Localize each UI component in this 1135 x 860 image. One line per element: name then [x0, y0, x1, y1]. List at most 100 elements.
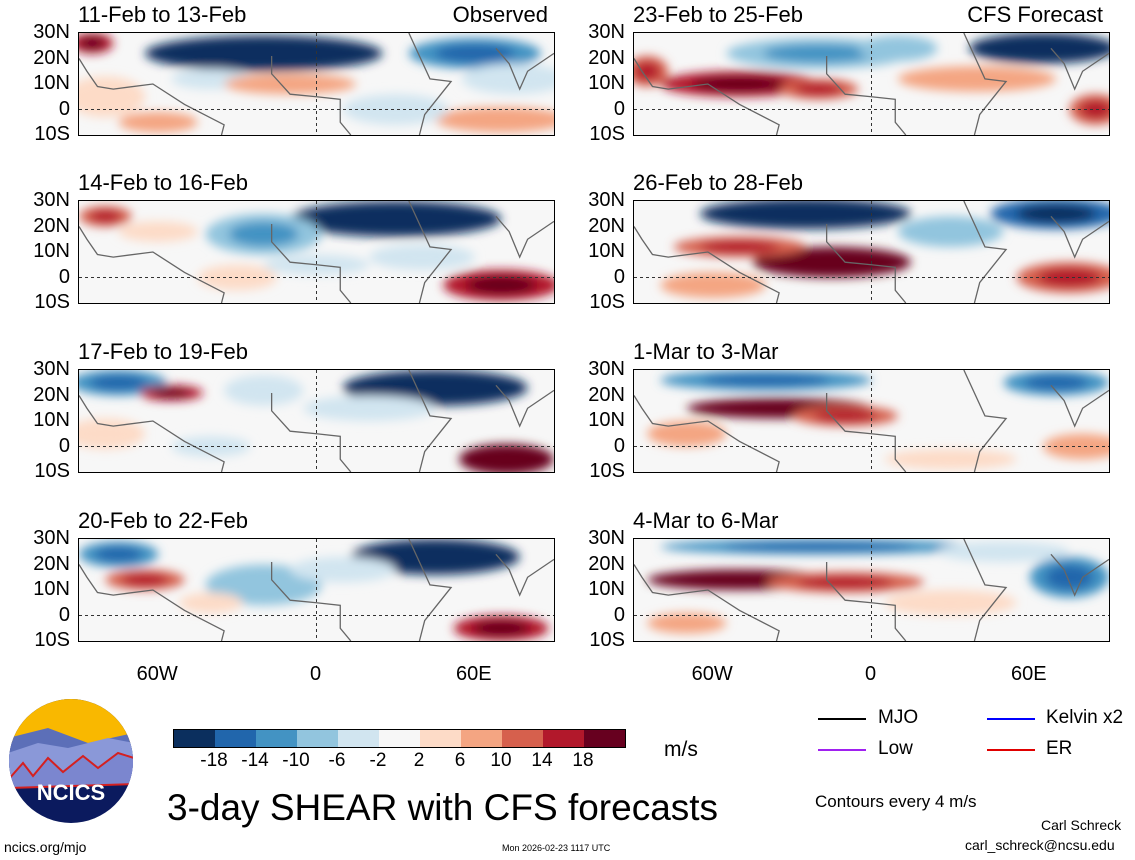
colorbar-tick: -14	[241, 750, 269, 771]
panel-title: 17-Feb to 19-Feb	[78, 339, 248, 364]
lat-label: 30N	[588, 527, 625, 549]
shear-anomaly-region	[699, 240, 780, 254]
lat-label: 10N	[33, 409, 70, 431]
coastline	[79, 539, 554, 641]
lon-label: 60E	[1011, 663, 1047, 685]
shear-anomaly-region	[303, 395, 436, 421]
colorbar-swatch	[461, 730, 502, 747]
shear-anomaly-region	[79, 37, 105, 50]
shear-anomaly-region	[1043, 433, 1109, 460]
lat-label: 0	[58, 603, 70, 626]
colorbar-tick: -6	[328, 750, 346, 771]
lat-label: 10N	[588, 409, 625, 431]
email: carl_schreck@ncsu.edu	[965, 837, 1115, 853]
shear-anomaly-region	[224, 375, 304, 406]
lat-label: 30N	[588, 21, 625, 43]
legend-low-line	[818, 749, 866, 751]
lat-label: 0	[613, 603, 625, 626]
colorbar-swatch	[256, 730, 297, 747]
legend-low: Low	[878, 738, 913, 759]
shear-anomaly-region	[228, 221, 299, 247]
colorbar-tick: 14	[531, 750, 553, 771]
shear-map-panel	[633, 369, 1110, 473]
shear-anomaly-region	[205, 564, 322, 606]
lat-label: 20N	[588, 552, 625, 575]
contour-note: Contours every 4 m/s	[815, 792, 977, 811]
lat-label: 30N	[33, 527, 70, 549]
timestamp: Mon 2026-02-23 1117 UTC	[502, 843, 611, 853]
colorbar-tick: -18	[200, 750, 228, 771]
panel-title: 20-Feb to 22-Feb	[78, 508, 248, 533]
lat-label: 0	[58, 97, 70, 120]
coastline	[634, 370, 1109, 472]
legend-mjo-line	[818, 718, 866, 720]
shear-map-panel	[78, 200, 555, 304]
colorbar-swatch	[502, 730, 543, 747]
lat-label: 0	[613, 265, 625, 288]
shear-anomaly-region	[435, 106, 554, 133]
lat-label: 10S	[34, 291, 70, 313]
shear-anomaly-region	[94, 546, 143, 562]
shear-anomaly-region	[647, 612, 727, 634]
colorbar-tick: -10	[282, 750, 310, 771]
lat-label: 20N	[588, 46, 625, 69]
lat-label: 10N	[33, 240, 70, 262]
shear-anomaly-region	[79, 418, 145, 450]
lat-label: 10N	[588, 72, 625, 94]
lat-label: 20N	[33, 383, 70, 406]
shear-anomaly-region	[1024, 375, 1088, 391]
shear-anomaly-region	[342, 94, 449, 125]
colorbar	[173, 729, 626, 748]
legend-kelvin: Kelvin x2	[1046, 707, 1124, 728]
shear-anomaly-region	[118, 112, 198, 133]
legend-kelvin-line	[987, 718, 1035, 720]
shear-anomaly-region	[1045, 565, 1094, 590]
lat-label: 20N	[588, 214, 625, 237]
shear-anomaly-region	[290, 556, 396, 583]
lat-label: 0	[613, 97, 625, 120]
lat-label: 20N	[33, 46, 70, 69]
panel-tag: Observed	[452, 2, 548, 27]
shear-anomaly-region	[171, 436, 251, 457]
lat-label: 0	[613, 434, 625, 457]
shear-anomaly-region	[634, 62, 660, 81]
shear-anomaly-region	[660, 272, 766, 298]
lat-label: 20N	[33, 214, 70, 237]
shear-anomaly-region	[79, 76, 145, 118]
legend-er: ER	[1046, 738, 1073, 759]
shear-anomaly-region	[384, 546, 486, 568]
shear-map-panel	[78, 32, 555, 136]
shear-anomaly-region	[152, 388, 191, 398]
lat-label: 30N	[33, 21, 70, 43]
shear-anomaly-region	[89, 210, 122, 223]
shear-map-panel	[78, 369, 555, 473]
lat-label: 30N	[33, 358, 70, 380]
shear-anomaly-region	[478, 450, 535, 469]
colorbar-swatch	[584, 730, 625, 747]
lat-label: 10S	[589, 123, 625, 145]
author: Carl Schreck	[1041, 817, 1122, 833]
shear-anomaly-region	[692, 76, 788, 92]
colorbar-swatch	[379, 730, 420, 747]
colorbar-swatch	[174, 730, 215, 747]
coastline	[79, 370, 554, 472]
shear-map-panel	[633, 538, 1110, 642]
figure-title: 3-day SHEAR with CFS forecasts	[167, 787, 719, 828]
colorbar-tick: 6	[454, 750, 466, 771]
colorbar-swatch	[215, 730, 256, 747]
colorbar-tick: 2	[413, 750, 425, 771]
shear-map-panel	[633, 32, 1110, 136]
panel-title: 23-Feb to 25-Feb	[633, 2, 803, 27]
shear-anomaly-region	[121, 573, 169, 586]
lat-label: 0	[58, 434, 70, 457]
shear-anomaly-region	[897, 66, 1057, 92]
coastline	[634, 539, 1109, 641]
shear-anomaly-region	[379, 377, 491, 399]
shear-anomaly-region	[884, 590, 1017, 616]
shear-anomaly-region	[1037, 268, 1102, 287]
colorbar-tick: -2	[369, 750, 387, 771]
url-link[interactable]: ncics.org/mjo	[4, 839, 87, 855]
lat-label: 30N	[33, 189, 70, 211]
ncics-logo: NCICS	[9, 699, 133, 823]
lat-label: 0	[58, 265, 70, 288]
